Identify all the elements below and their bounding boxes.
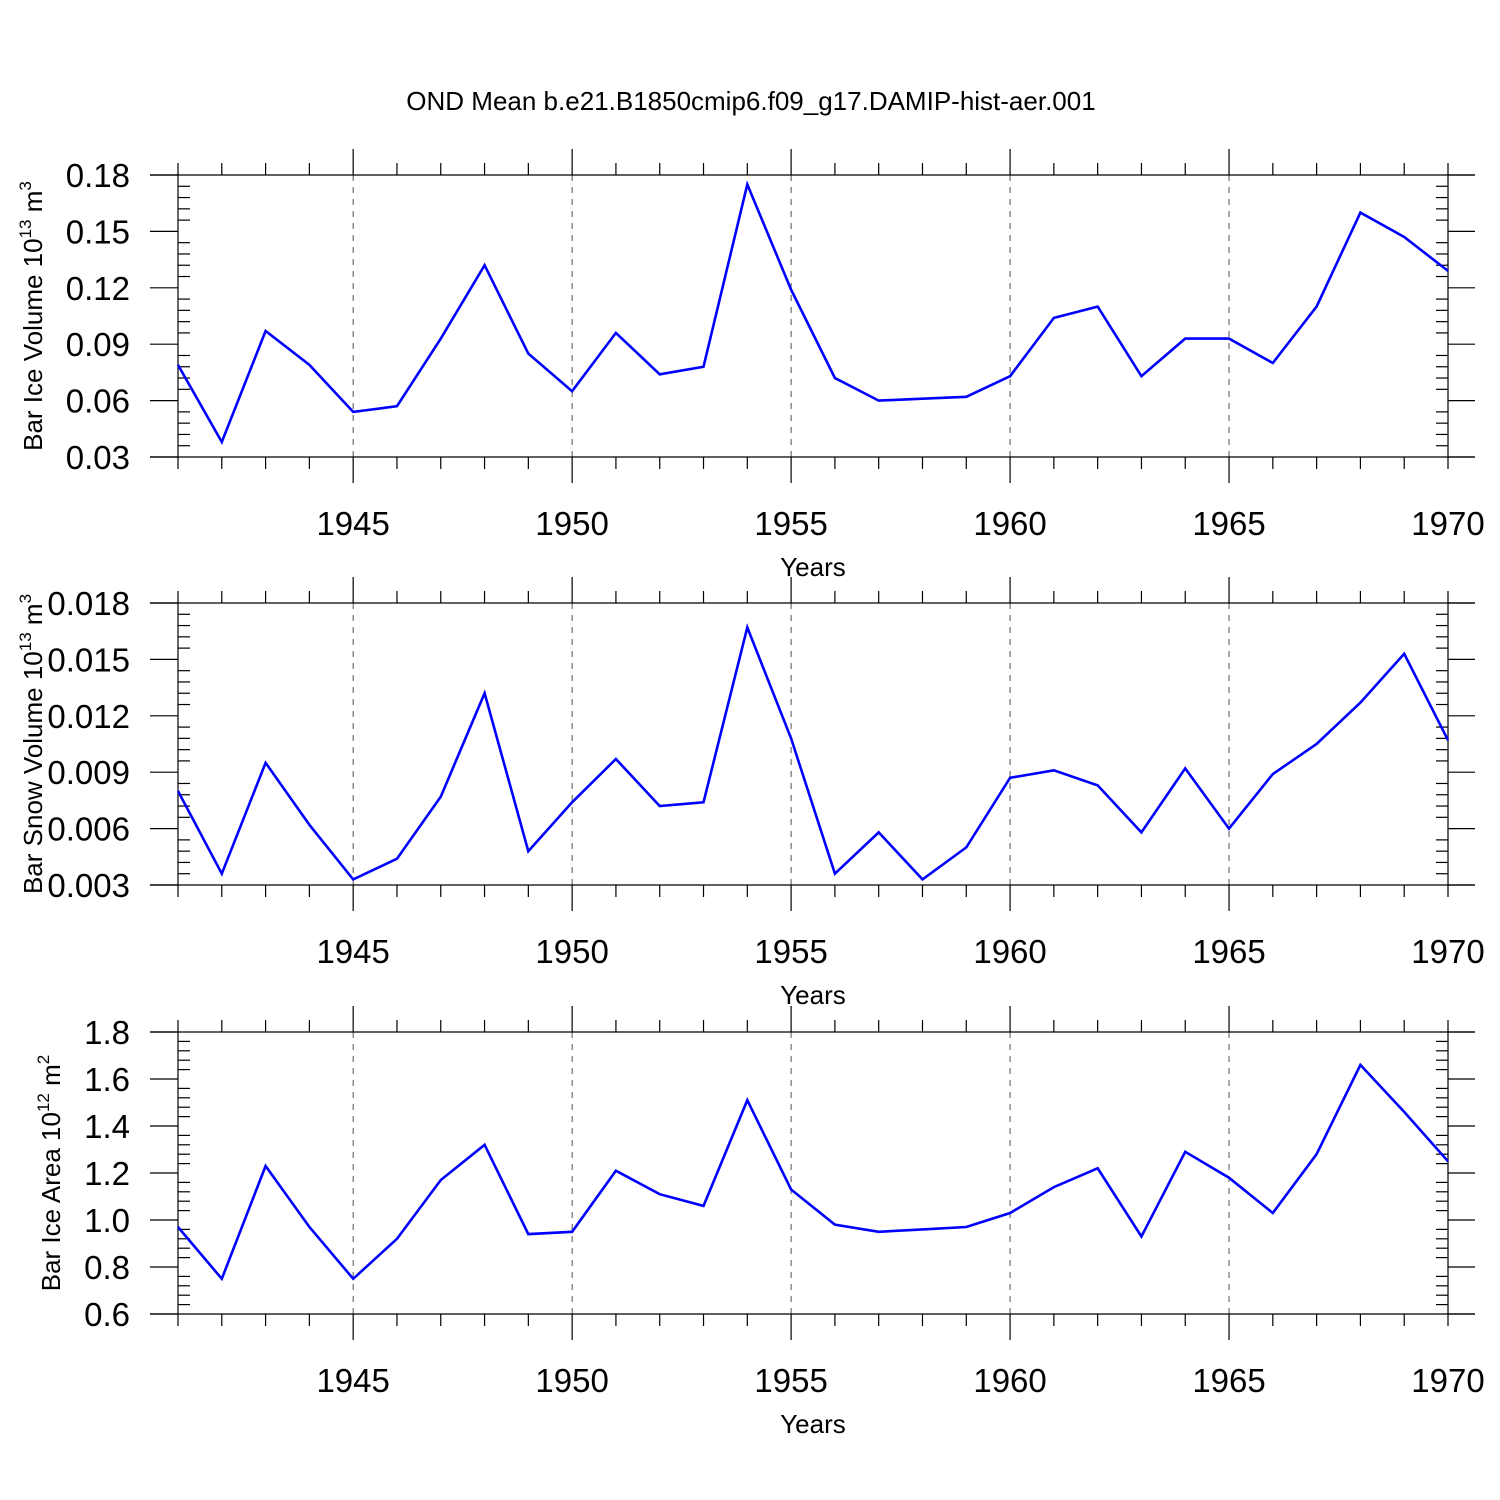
axes [150,1006,1475,1340]
y-axis-title: Bar Snow Volume 1013 m3 [16,594,48,894]
x-tick-label: 1950 [535,1362,608,1399]
x-tick-label: 1955 [754,505,827,542]
y-tick-label: 1.2 [84,1155,130,1192]
figure-title: OND Mean b.e21.B1850cmip6.f09_g17.DAMIP-… [406,86,1095,116]
x-tick-label: 1965 [1192,933,1265,970]
x-tick-label: 1945 [316,933,389,970]
x-tick-label: 1970 [1411,505,1484,542]
y-tick-label: 0.003 [47,867,130,904]
panel-3: 1945 1950 1955 1960 1965 1970 0.6 0.8 1.0 1.2 1.4 1… [34,1006,1485,1439]
x-tick-label: 1945 [316,505,389,542]
y-tick-label: 0.03 [66,439,130,476]
y-tick-label: 1.8 [84,1014,130,1051]
x-tick-label: 1970 [1411,933,1484,970]
x-tick-label: 1955 [754,1362,827,1399]
y-tick-label: 0.012 [47,698,130,735]
y-tick-label: 0.015 [47,641,130,678]
x-tick-label: 1965 [1192,1362,1265,1399]
panels: 1945 1950 1955 1960 1965 1970 0.03 0.06 0.09 0.12… [16,149,1485,1439]
y-tick-label: 1.0 [84,1202,130,1239]
y-tick-label: 1.4 [84,1108,130,1145]
y-tick-label: 0.09 [66,326,130,363]
y-axis-title: Bar Ice Volume 1013 m3 [16,181,48,451]
x-tick-label: 1960 [973,505,1046,542]
axes [150,149,1475,483]
y-axis-title: Bar Ice Area 1012 m2 [34,1055,66,1292]
y-tick-label: 1.6 [84,1061,130,1098]
axes [150,577,1475,911]
x-tick-label: 1960 [973,933,1046,970]
y-tick-label: 0.6 [84,1296,130,1333]
y-tick-label: 0.8 [84,1249,130,1286]
series-line [176,180,1449,446]
x-tick-label: 1945 [316,1362,389,1399]
x-axis-title: Years [780,552,846,582]
x-tick-label: 1970 [1411,1362,1484,1399]
panel-1: 1945 1950 1955 1960 1965 1970 0.03 0.06 0.09 0.12… [16,149,1485,582]
y-tick-label: 0.06 [66,383,130,420]
x-tick-label: 1950 [535,933,608,970]
y-tick-label: 0.15 [66,213,130,250]
x-tick-label: 1965 [1192,505,1265,542]
series-line [176,623,1450,882]
x-tick-label: 1950 [535,505,608,542]
y-tick-label: 0.009 [47,754,130,791]
x-tick-label: 1960 [973,1362,1046,1399]
y-tick-label: 0.12 [66,270,130,307]
panel-2: 1945 1950 1955 1960 1965 1970 0.003 0.006 0.009 0… [16,577,1485,1010]
y-tick-label: 0.006 [47,811,130,848]
x-tick-label: 1955 [754,933,827,970]
y-tick-label: 0.18 [66,157,130,194]
x-axis-title: Years [780,1409,846,1439]
y-tick-label: 0.018 [47,585,130,622]
series-line [177,1062,1449,1282]
x-axis-title: Years [780,980,846,1010]
